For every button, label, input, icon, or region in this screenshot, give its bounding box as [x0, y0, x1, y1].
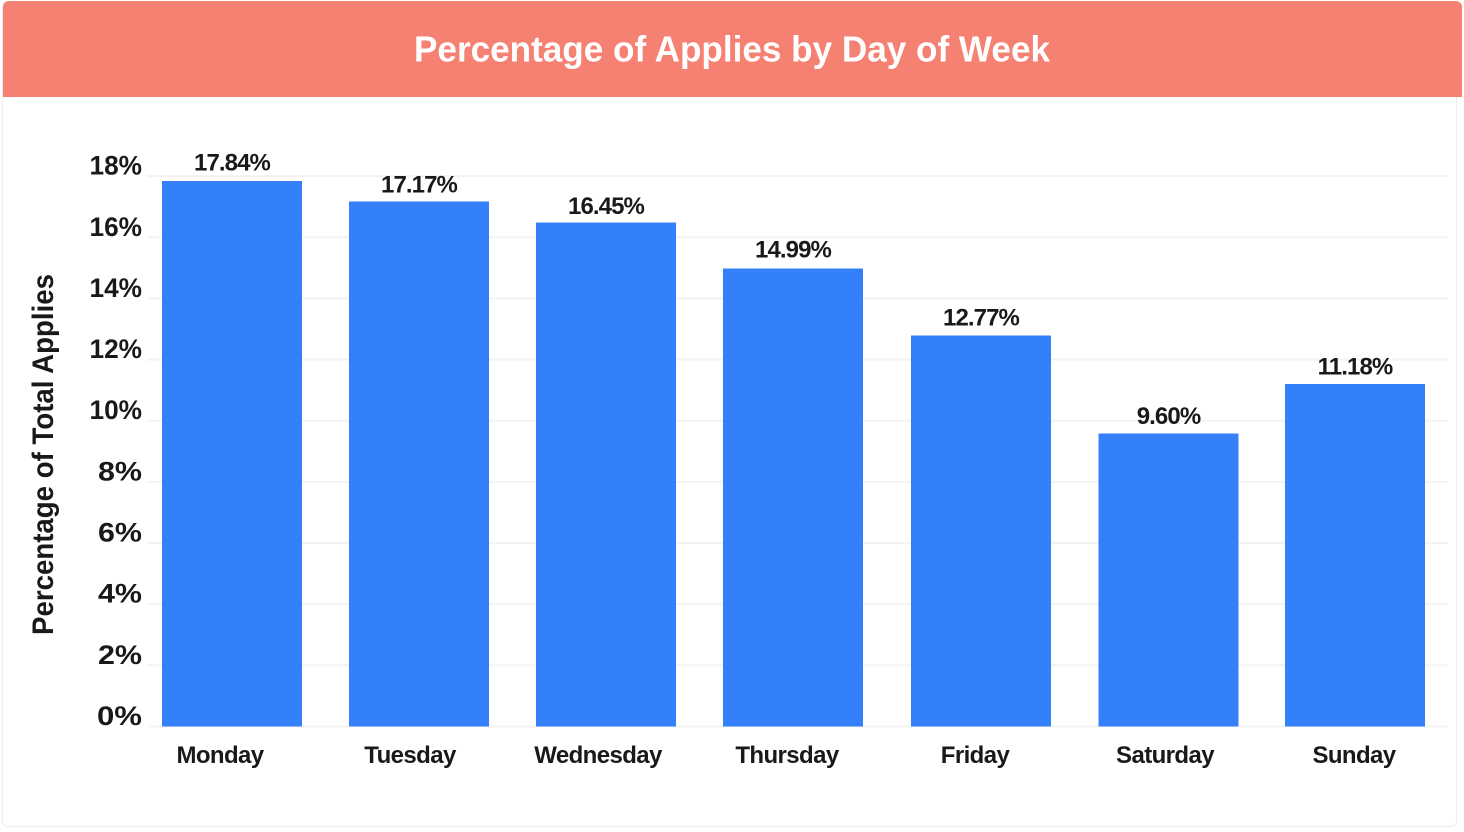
svg-text:Saturday: Saturday: [1116, 742, 1215, 769]
svg-text:Friday: Friday: [941, 742, 1011, 769]
svg-text:Monday: Monday: [176, 742, 264, 769]
svg-text:12%: 12%: [90, 334, 143, 364]
svg-text:10%: 10%: [90, 395, 143, 425]
svg-text:2%: 2%: [98, 640, 142, 670]
svg-text:Percentage of Total Applies: Percentage of Total Applies: [27, 274, 60, 635]
svg-text:16.45%: 16.45%: [568, 193, 645, 220]
svg-text:17.84%: 17.84%: [194, 150, 271, 177]
svg-text:17.17%: 17.17%: [381, 172, 458, 199]
svg-text:Percentage of Applies by Day o: Percentage of Applies by Day of Week: [414, 29, 1051, 70]
svg-text:14.99%: 14.99%: [755, 237, 832, 264]
svg-text:8%: 8%: [98, 456, 142, 486]
svg-text:Sunday: Sunday: [1312, 742, 1396, 769]
svg-text:Wednesday: Wednesday: [534, 742, 663, 769]
svg-text:12.77%: 12.77%: [943, 305, 1020, 332]
svg-text:0%: 0%: [97, 701, 142, 731]
svg-text:6%: 6%: [98, 518, 142, 548]
svg-text:18%: 18%: [90, 151, 143, 181]
svg-text:Tuesday: Tuesday: [364, 742, 457, 769]
svg-text:Thursday: Thursday: [735, 742, 839, 769]
svg-text:9.60%: 9.60%: [1137, 403, 1201, 430]
svg-text:14%: 14%: [90, 273, 143, 303]
svg-text:16%: 16%: [90, 212, 143, 242]
svg-text:4%: 4%: [98, 579, 142, 609]
svg-text:11.18%: 11.18%: [1318, 354, 1393, 381]
